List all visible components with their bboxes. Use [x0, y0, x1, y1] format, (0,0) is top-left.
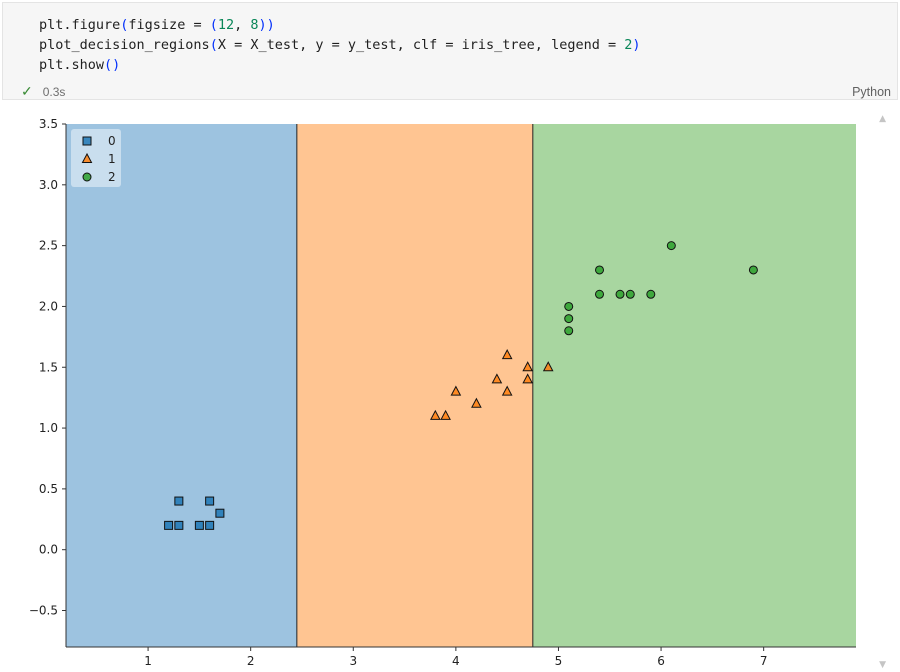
data-point-class-1 [501, 349, 513, 360]
decision-region-0 [66, 124, 297, 647]
code-cell[interactable]: plt.figure(figsize = (12, 8)) plot_decisi… [2, 2, 898, 100]
y-tick-label: 0.0 [39, 543, 58, 557]
code-token: 12 [217, 17, 235, 33]
data-point-class-1 [430, 409, 441, 420]
legend-marker-0 [82, 136, 92, 146]
data-point-class-2 [625, 289, 635, 299]
code-token: ) [266, 17, 275, 33]
legend-label: 0 [108, 134, 116, 148]
code-token: ( [209, 37, 218, 53]
data-point-class-0 [174, 496, 184, 506]
code-token: figsize = [128, 17, 210, 33]
data-point-class-1 [471, 397, 482, 408]
decision-region-2 [532, 124, 856, 647]
cell-language-label[interactable]: Python [852, 85, 891, 99]
data-point-class-1 [450, 385, 462, 396]
y-tick-label: 0.5 [39, 482, 58, 496]
data-point-class-0 [164, 520, 174, 530]
data-point-class-2 [564, 314, 574, 324]
x-tick-label: 1 [144, 654, 152, 668]
x-tick-label: 5 [555, 654, 563, 668]
data-point-class-1 [491, 373, 503, 384]
legend-label: 1 [108, 152, 116, 166]
data-point-class-1 [522, 361, 534, 372]
data-point-class-2 [615, 289, 625, 299]
data-point-class-1 [501, 385, 513, 396]
code-token: , [234, 17, 251, 33]
data-point-class-0 [194, 520, 204, 530]
data-point-class-0 [205, 520, 215, 530]
code-token: ) [632, 37, 641, 53]
x-tick-label: 4 [452, 654, 460, 668]
data-point-class-1 [440, 409, 451, 420]
data-point-class-0 [205, 496, 215, 506]
decision-regions-plot: 1 2 3 4 5 6 7 −0.5 0.0 0.5 1.0 1.5 2.0 2.5 3.0 3.5 0 1 2 [29, 117, 856, 668]
data-point-class-2 [595, 265, 605, 275]
code-token: ( [209, 17, 218, 33]
y-tick-label: 3.5 [39, 117, 58, 131]
decision-region-1 [296, 124, 533, 647]
success-check-icon: ✓ [21, 83, 33, 99]
code-token: () [104, 57, 121, 73]
y-tick-label: 1.5 [39, 360, 58, 374]
code-token: ( [120, 17, 129, 33]
y-tick-label: 2.5 [39, 239, 58, 253]
data-point-class-2 [646, 289, 656, 299]
data-point-class-0 [174, 520, 184, 530]
legend-label: 2 [108, 170, 116, 184]
code-token: 8 [250, 17, 259, 33]
scroll-down-arrow-icon[interactable]: ▼ [879, 660, 886, 670]
data-point-class-2 [666, 241, 676, 251]
execution-time: 0.3s [42, 85, 66, 99]
code-token: plot_decision_regions [39, 37, 210, 53]
code-token: X = X_test, y = y_test, clf = iris_tree,… [217, 37, 625, 53]
code-line[interactable]: plt.figure(figsize = (12, 8)) [39, 15, 641, 35]
y-tick-label: −0.5 [29, 604, 58, 618]
data-point-class-0 [215, 508, 225, 518]
data-point-class-2 [564, 326, 574, 336]
y-tick-label: 3.0 [39, 178, 58, 192]
execution-status: ✓ 0.3s [21, 83, 65, 100]
x-tick-label: 2 [247, 654, 255, 668]
data-point-class-1 [522, 373, 534, 384]
data-point-class-2 [595, 289, 605, 299]
y-tick-label: 2.0 [39, 299, 58, 313]
legend-marker-2 [82, 172, 92, 182]
data-point-class-2 [564, 301, 574, 311]
code-token: plt.figure [39, 17, 121, 33]
legend-marker-1 [81, 152, 93, 163]
data-point-class-1 [542, 361, 554, 372]
scroll-up-arrow-icon[interactable]: ▲ [879, 114, 886, 124]
code-editor[interactable]: plt.figure(figsize = (12, 8)) plot_decisi… [39, 15, 641, 75]
x-tick-label: 7 [760, 654, 768, 668]
code-token: 2 [624, 37, 633, 53]
x-tick-label: 6 [657, 654, 665, 668]
code-token: plt.show [39, 57, 105, 73]
code-token: ) [258, 17, 267, 33]
data-point-class-2 [748, 265, 758, 275]
x-tick-label: 3 [349, 654, 357, 668]
code-line[interactable]: plot_decision_regions(X = X_test, y = y_… [39, 35, 641, 55]
y-tick-label: 1.0 [39, 421, 58, 435]
code-line[interactable]: plt.show() [39, 55, 641, 75]
